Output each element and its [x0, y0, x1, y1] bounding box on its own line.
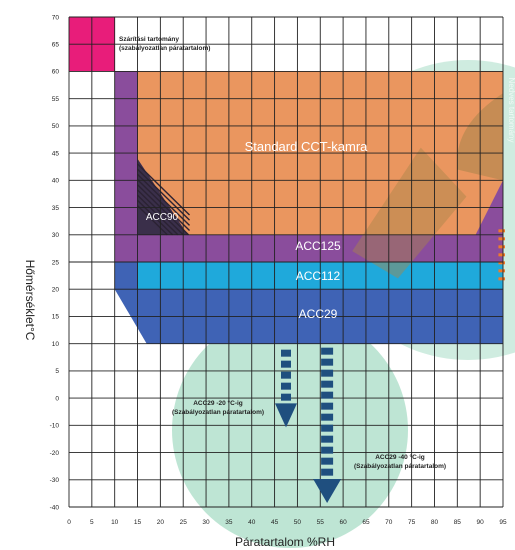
arrow-dash	[321, 402, 334, 410]
arrow-acc29-minus20	[275, 349, 297, 428]
y-tick-label: 10	[52, 341, 60, 348]
y-tick-label: 35	[52, 205, 60, 212]
y-tick-label: 50	[52, 123, 60, 130]
region-labels: Standard CCT-kamra ACC90 ACC125 ACC112 A…	[119, 36, 515, 470]
edge-stripe	[498, 269, 505, 273]
x-tick-label: 55	[317, 519, 325, 526]
arrow-dash	[321, 435, 334, 443]
arrow-dash	[321, 391, 334, 399]
region-label-acc90: ACC90	[146, 212, 179, 223]
arrow-dash	[321, 369, 334, 377]
hatch-line	[137, 199, 174, 236]
edge-stripe	[498, 261, 505, 265]
x-tick-label: 15	[134, 519, 142, 526]
acc29-40-annotation-line2: (Szabályozatlan páratartalom)	[354, 463, 446, 470]
y-tick-label: 70	[52, 14, 60, 21]
y-tick-label: -20	[50, 450, 60, 457]
hatch-line	[137, 194, 179, 236]
edge-stripe	[498, 277, 505, 281]
x-tick-labels: 0 5 10 15 20 25 30 35 40 45 50 55 60 65 70 75 80 85 90 95	[67, 519, 507, 526]
x-tick-label: 30	[202, 519, 210, 526]
arrow-dash	[281, 382, 291, 390]
x-tick-label: 50	[294, 519, 302, 526]
x-tick-label: 80	[431, 519, 439, 526]
edge-stripe	[498, 245, 505, 249]
x-tick-label: 95	[499, 519, 507, 526]
y-tick-label: 15	[52, 314, 60, 321]
hatch-line	[137, 179, 191, 232]
x-tick-label: 40	[248, 519, 256, 526]
y-tick-label: 20	[52, 287, 60, 294]
y-tick-label: 25	[52, 259, 60, 266]
region-label-acc29: ACC29	[299, 307, 338, 321]
y-tick-label: -30	[50, 477, 60, 484]
y-axis-title: Hőmérséklet°C	[23, 260, 37, 341]
arrow-dash	[321, 446, 334, 454]
arrow-dash	[281, 371, 291, 379]
arrow-dash	[281, 360, 291, 368]
y-tick-label: 45	[52, 150, 60, 157]
x-tick-label: 45	[271, 519, 279, 526]
arrow-dash	[281, 393, 291, 401]
arrow-dash	[321, 457, 334, 465]
y-tick-label: 60	[52, 69, 60, 76]
grid-layer	[68, 16, 504, 508]
y-tick-label: -40	[50, 504, 60, 511]
region-acc90	[137, 158, 188, 235]
y-tick-label: 65	[52, 42, 60, 49]
x-tick-label: 75	[408, 519, 416, 526]
y-tick-label: 0	[55, 395, 59, 402]
y-tick-label: 30	[52, 232, 60, 239]
x-tick-label: 25	[180, 519, 188, 526]
acc29-40-annotation-line1: ACC29 -40 °C-ig	[375, 453, 425, 461]
hatch-line	[137, 168, 191, 221]
arrow-dash	[321, 347, 334, 355]
x-tick-label: 85	[454, 519, 462, 526]
hatch-line	[137, 173, 191, 226]
x-tick-label: 60	[339, 519, 347, 526]
y-tick-label: 40	[52, 178, 60, 185]
arrow-dash	[321, 468, 334, 476]
arrow-acc29-minus40	[313, 347, 342, 503]
y-tick-label: 55	[52, 96, 60, 103]
x-tick-label: 65	[362, 519, 370, 526]
x-tick-label: 20	[157, 519, 165, 526]
region-label-acc125: ACC125	[295, 239, 341, 253]
arrow-dash	[281, 349, 291, 357]
x-tick-label: 10	[111, 519, 119, 526]
x-axis-title: Páratartalom %RH	[235, 535, 335, 549]
x-tick-label: 35	[225, 519, 233, 526]
arrow-head	[275, 403, 297, 428]
acc29-20-annotation-line2: (Szabályozatlan páratartalom)	[172, 409, 264, 416]
acc29-20-annotation-line1: ACC29 -20 °C-ig	[193, 399, 243, 407]
y-tick-label: -10	[50, 423, 60, 430]
x-tick-label: 0	[67, 519, 71, 526]
arrows-layer	[275, 347, 342, 503]
region-label-cct: Standard CCT-kamra	[245, 139, 369, 154]
edge-stripe	[498, 237, 505, 241]
region-label-acc112: ACC112	[296, 269, 341, 283]
wet-range-side-text: Nedves tartomány	[507, 78, 515, 143]
x-tick-label: 70	[385, 519, 393, 526]
watermark-circle	[172, 312, 408, 548]
arrow-head	[313, 479, 342, 503]
drying-annotation-line1: Szárítási tartomány	[119, 36, 179, 43]
hatch-line	[137, 184, 189, 236]
x-tick-label: 5	[90, 519, 94, 526]
edge-stripe	[498, 229, 505, 233]
arrow-dash	[321, 380, 334, 388]
hatch-line	[137, 163, 191, 216]
y-tick-label: 5	[55, 368, 59, 375]
arrow-dash	[321, 424, 334, 432]
drying-annotation-line2: (szabályozatlan páratartalom)	[119, 45, 210, 52]
arrow-dash	[321, 358, 334, 366]
edge-stripe	[498, 253, 505, 257]
arrow-dash	[321, 413, 334, 421]
x-tick-label: 90	[477, 519, 485, 526]
hatch-line	[137, 205, 168, 236]
